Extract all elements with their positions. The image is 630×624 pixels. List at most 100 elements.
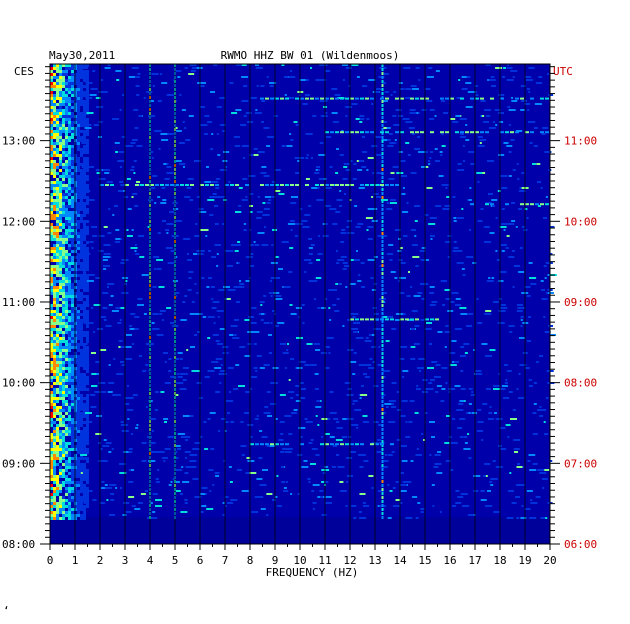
burst-segment — [350, 97, 354, 100]
spectrogram-row — [53, 295, 531, 298]
spectrogram-row — [50, 487, 545, 490]
spectral-line-segment — [381, 156, 384, 159]
burst-segment — [275, 184, 279, 186]
left-tick-label: 11:00 — [2, 296, 35, 309]
spectral-line-segment — [381, 264, 384, 267]
x-axis-label: FREQUENCY (HZ) — [266, 566, 359, 579]
burst-segment — [445, 131, 449, 134]
burst-segment — [535, 203, 539, 206]
left-tick-label: 08:00 — [2, 538, 35, 551]
spectral-line-segment — [381, 452, 384, 455]
burst-segment — [385, 318, 389, 321]
burst-segment — [235, 184, 239, 186]
burst-segment — [140, 184, 144, 186]
spectral-line-segment — [381, 412, 384, 415]
spectral-line-segment — [381, 108, 384, 111]
spectral-line-segment — [381, 492, 384, 495]
burst-segment — [335, 97, 339, 100]
spectrogram-row — [53, 409, 546, 412]
burst-segment — [360, 184, 364, 186]
burst-segment — [265, 97, 269, 100]
spectrogram-row — [50, 367, 530, 370]
spectral-line-segment — [381, 200, 384, 203]
burst-segment — [270, 184, 274, 186]
spectrogram-row — [56, 262, 553, 265]
burst-segment — [415, 131, 419, 134]
spectral-line-segment — [381, 364, 384, 367]
right-axis-title: UTC — [553, 65, 573, 78]
burst-segment — [245, 184, 249, 186]
spectral-line-segment — [381, 324, 384, 327]
burst-segment — [435, 318, 439, 321]
spectrogram-row — [50, 112, 505, 115]
burst-segment — [520, 203, 524, 206]
burst-segment — [450, 97, 454, 100]
spectrogram-row — [50, 463, 538, 466]
spectrogram-row — [50, 133, 546, 136]
spectral-line-segment — [381, 312, 384, 315]
burst-segment — [365, 184, 369, 186]
spectral-line-segment — [381, 112, 384, 115]
right-tick-label: 06:00 — [564, 538, 597, 551]
burst-segment — [545, 131, 549, 134]
burst-segment — [265, 184, 269, 186]
spectral-line-segment — [381, 372, 384, 375]
burst-segment — [380, 184, 384, 186]
burst-segment — [330, 184, 334, 186]
spectrogram-row — [50, 79, 533, 82]
spectral-line-segment — [381, 420, 384, 423]
burst-segment — [285, 184, 289, 186]
burst-segment — [460, 131, 464, 134]
burst-segment — [310, 97, 314, 100]
spectral-line-segment — [381, 400, 384, 403]
spectral-line-segment — [381, 416, 384, 419]
spectrogram-row — [53, 253, 553, 256]
burst-segment — [370, 131, 374, 134]
burst-segment — [315, 184, 319, 186]
spectrogram-row — [50, 127, 549, 130]
spectrogram-row — [50, 124, 511, 127]
burst-segment — [260, 184, 264, 186]
spectral-line-segment — [381, 216, 384, 219]
spectral-line-segment — [381, 488, 384, 491]
spectrogram-row — [50, 160, 494, 163]
spectrogram-row — [53, 382, 555, 385]
spectral-line-segment — [381, 440, 384, 443]
spectrogram-row — [50, 82, 543, 85]
spectrogram-row — [50, 349, 496, 352]
spectrogram-row — [50, 250, 515, 253]
spectral-line-segment — [381, 460, 384, 463]
spectrogram-row — [50, 148, 438, 151]
burst-segment — [285, 443, 289, 446]
spectral-line-segment — [381, 116, 384, 119]
burst-segment — [445, 97, 449, 100]
burst-segment — [375, 443, 379, 446]
spectral-line-segment — [381, 360, 384, 363]
spectral-line-segment — [381, 232, 384, 235]
left-axis-title: CES — [14, 65, 34, 78]
spectral-line-segment — [381, 308, 384, 311]
burst-segment — [280, 97, 284, 100]
spectral-line-segment — [381, 88, 384, 91]
spectrogram-row — [50, 229, 528, 232]
burst-segment — [410, 97, 414, 100]
spectral-line-segment — [381, 164, 384, 167]
burst-segment — [350, 443, 354, 446]
spectrogram-row — [50, 145, 538, 148]
burst-segment — [325, 443, 329, 446]
burst-segment — [500, 131, 504, 134]
burst-segment — [515, 131, 519, 134]
burst-segment — [335, 184, 339, 186]
burst-segment — [340, 184, 344, 186]
burst-segment — [275, 97, 279, 100]
spectrogram-row — [50, 163, 541, 166]
spectrogram-row — [50, 493, 468, 496]
spectrogram-row — [53, 358, 426, 361]
burst-segment — [360, 318, 364, 321]
spectral-line-segment — [381, 280, 384, 283]
spectrogram-row — [50, 355, 544, 358]
spectral-line-segment — [381, 248, 384, 251]
x-tick-label: 11 — [318, 554, 331, 567]
x-tick-label: 3 — [122, 554, 129, 567]
spectral-line-segment — [381, 300, 384, 303]
